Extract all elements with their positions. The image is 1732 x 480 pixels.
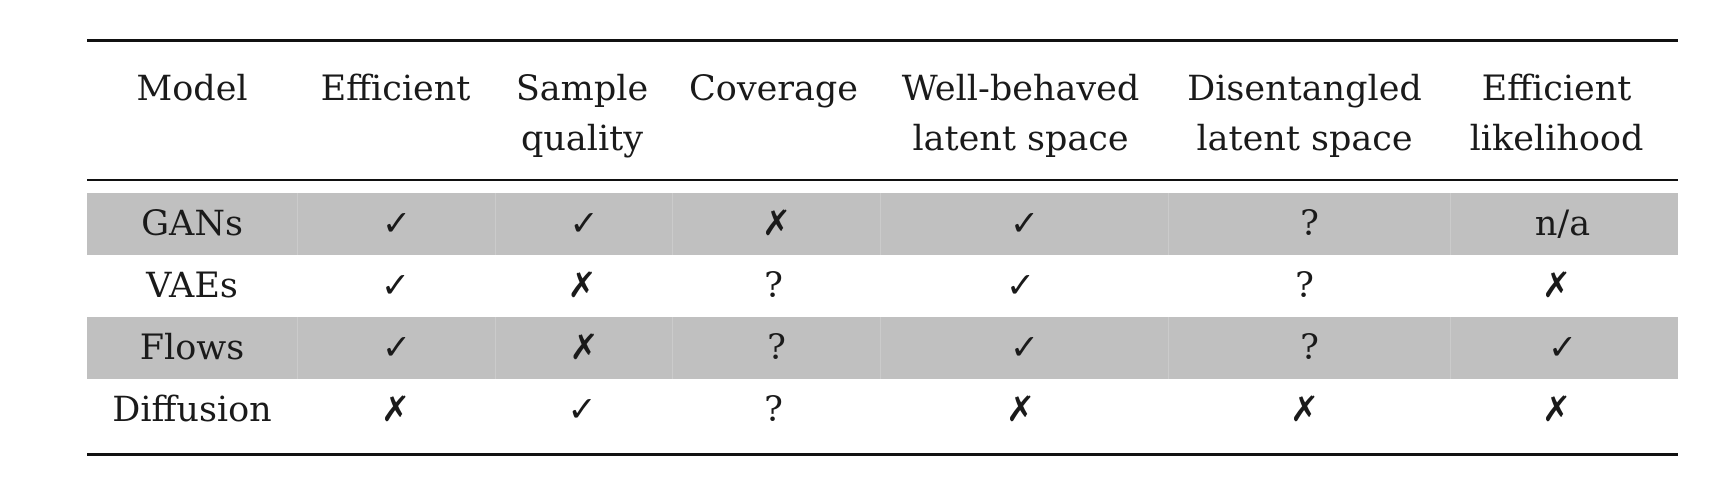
row-model-cell: Diffusion [112,390,272,430]
cell-disentangled-latent-space: ? [1295,266,1314,306]
cell-sample-quality: ✓ [567,390,597,430]
cell-well-behaved-latent-space: ✓ [880,317,1168,379]
cell-efficient-likelihood: ✓ [1450,317,1674,379]
row-model-cell: Flows [139,328,245,368]
cell-efficient: ✓ [380,266,411,306]
cell-efficient: ✓ [297,193,495,255]
cell-efficient-likelihood: ✗ [1541,390,1572,430]
cell-sample-quality: ✓ [495,193,672,255]
cell-disentangled-latent-space: ✗ [1289,390,1320,430]
cell-coverage: ? [672,317,880,379]
cell-sample-quality: ✗ [567,266,597,306]
row-model-cell: VAEs [146,266,238,306]
table-top-rule [87,39,1678,42]
cell-well-behaved-latent-space: ✗ [1005,390,1036,430]
table-row: VAEs ✓ ✗ ? ✓ ? ✗ [87,255,1678,317]
table-header-rule [87,179,1678,181]
table-row: GANs ✓ ✓ ✗ ✓ ? n/a [87,193,1678,255]
header-disentangled-latent-space: Disentangled latent space [1187,69,1422,159]
header-coverage: Coverage [688,69,859,109]
header-well-behaved-latent-space: Well-behaved latent space [901,69,1140,159]
cell-well-behaved-latent-space: ✓ [880,193,1168,255]
row-model-cell: GANs [141,204,243,244]
table-row: Diffusion ✗ ✓ ? ✗ ✗ ✗ [87,379,1678,441]
table-header-row: Model Efficient Sample quality Coverage … [87,42,1678,179]
cell-disentangled-latent-space: ? [1168,193,1450,255]
cell-coverage: ✗ [672,193,880,255]
cell-efficient-likelihood: ✗ [1541,266,1572,306]
cell-coverage: ? [764,266,783,306]
cell-coverage: ? [764,390,783,430]
header-efficient: Efficient [320,69,471,109]
cell-efficient: ✗ [380,390,411,430]
table-row: Flows ✓ ✗ ? ✓ ? ✓ [87,317,1678,379]
cell-disentangled-latent-space: ? [1168,317,1450,379]
cell-efficient-likelihood: n/a [1450,193,1674,255]
header-sample-quality: Sample quality [515,69,649,159]
header-model: Model [136,69,248,109]
comparison-table: Model Efficient Sample quality Coverage … [87,39,1678,456]
cell-sample-quality: ✗ [495,317,672,379]
table-bottom-rule [87,453,1678,456]
header-efficient-likelihood: Efficient likelihood [1469,69,1644,159]
cell-efficient: ✓ [297,317,495,379]
cell-well-behaved-latent-space: ✓ [1005,266,1036,306]
